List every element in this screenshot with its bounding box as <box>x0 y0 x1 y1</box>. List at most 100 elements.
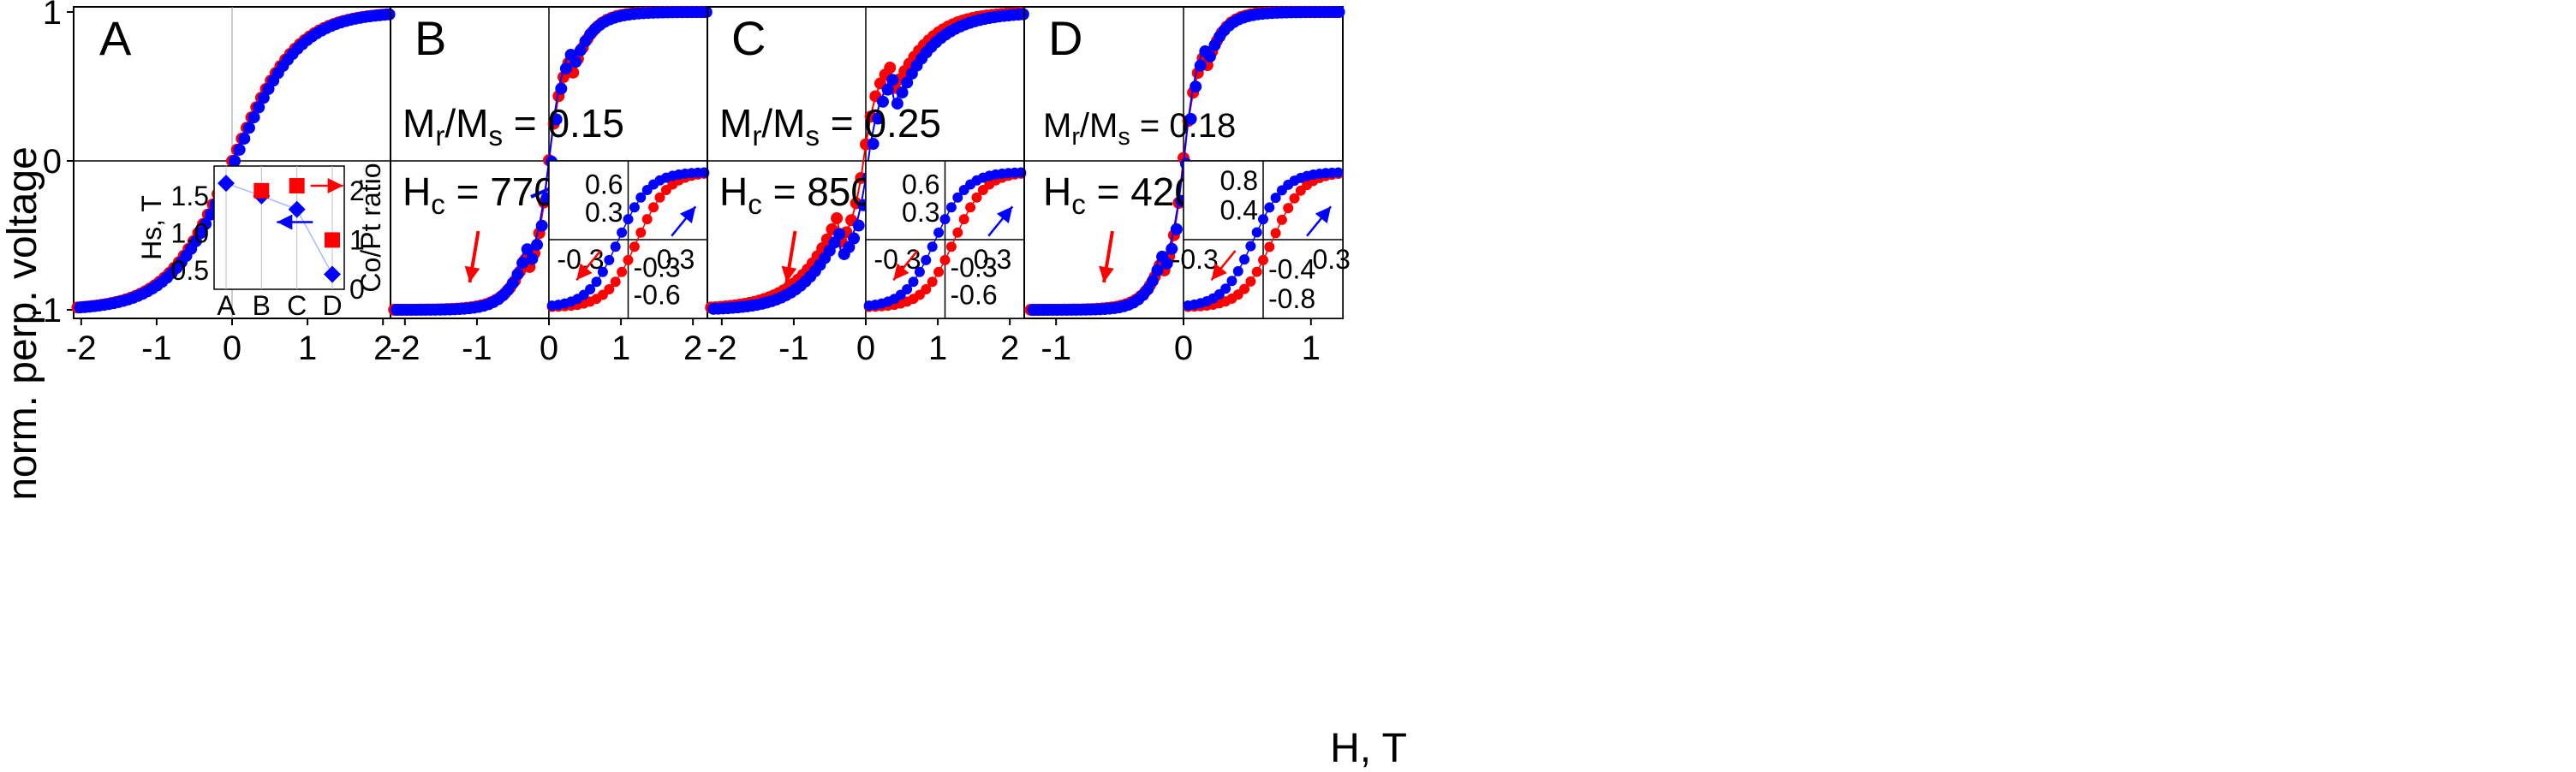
inset-right-axis-arrow <box>310 178 343 194</box>
inset-data-point <box>629 202 640 213</box>
inset-y-tick: -0.3 <box>634 252 681 282</box>
data-point <box>229 155 241 167</box>
inset-x-tick: 0.3 <box>1312 244 1350 275</box>
inset-data-point <box>921 254 932 265</box>
inset-data-point <box>1239 283 1250 294</box>
inset-data-point <box>1289 193 1300 204</box>
data-point <box>876 95 889 108</box>
inset-data-point <box>914 266 925 277</box>
inset-x-tick: -0.3 <box>1172 244 1219 275</box>
inset-A: A B C D 0.5 1.0 1.5 0 1 2 Hs, T Co/Pt ratio <box>136 163 386 321</box>
data-point <box>555 82 568 95</box>
inset-data-point <box>617 227 628 238</box>
inset-data-point <box>933 266 945 277</box>
inset-data-point <box>604 284 615 295</box>
inset-data-point <box>604 254 615 265</box>
inset-data-point <box>1283 203 1294 214</box>
inset-data-point <box>1232 265 1243 276</box>
x-tick-label: 1 <box>298 330 317 367</box>
inset-x-tick: 0.3 <box>657 244 695 275</box>
data-point <box>843 241 856 253</box>
inset-data-point <box>623 254 634 265</box>
inset-data-point <box>1270 193 1281 204</box>
inset-data-point <box>1258 214 1268 225</box>
sweep-down-arrow <box>464 230 480 283</box>
inset-data-point <box>965 202 976 213</box>
inset-data-point <box>927 241 938 252</box>
data-point <box>852 219 865 232</box>
inset-right-label: Co/Pt ratio <box>355 163 386 292</box>
x-tick-label: -1 <box>778 330 809 367</box>
y-tick-label: 1 <box>43 0 62 32</box>
data-point <box>383 8 396 21</box>
inset-data-point <box>635 227 647 238</box>
inset-hs-diamond <box>218 175 235 193</box>
inset-data-point <box>1245 276 1256 287</box>
inset-left-tick: 1.5 <box>171 181 209 211</box>
inset-data-point <box>1264 202 1275 213</box>
data-point <box>1194 59 1207 72</box>
inset-y-tick: -0.8 <box>1268 283 1315 314</box>
data-point <box>700 6 713 19</box>
data-point <box>247 111 260 124</box>
inset-data-point <box>597 266 608 277</box>
data-point <box>1203 50 1216 63</box>
inset-hs-line <box>225 182 333 275</box>
inset-down-arrow <box>1210 250 1237 282</box>
inset-y-tick: 0.3 <box>585 197 623 228</box>
data-point <box>531 238 544 251</box>
data-point <box>833 228 846 241</box>
series-blue <box>707 8 1029 315</box>
data-point <box>1160 257 1173 270</box>
inset-up-arrow <box>987 205 1014 237</box>
x-tick-label: -1 <box>1041 330 1071 367</box>
inset-down-arrow <box>575 250 602 282</box>
inset-up-arrow <box>671 205 697 237</box>
data-point <box>1166 242 1178 255</box>
data-point <box>831 212 844 225</box>
x-tick-label: -1 <box>141 330 172 367</box>
inset-data-point <box>927 276 938 288</box>
inset-down-arrow-head <box>893 263 909 281</box>
inset-data-point <box>610 276 621 288</box>
data-point <box>569 56 582 68</box>
inset-left-tick: 0.5 <box>171 255 209 286</box>
inset-category-label: B <box>253 290 271 321</box>
inset-data-point <box>629 241 640 252</box>
data-point <box>511 268 524 281</box>
data-point <box>1333 6 1345 19</box>
panel-letter: C <box>731 11 766 65</box>
inset-frame <box>213 165 345 290</box>
inset-y-tick: 0.4 <box>1220 195 1258 226</box>
panel-letter: B <box>414 11 446 65</box>
inset-up-arrow-head <box>996 206 1013 223</box>
inset-left-axis-arrow-head <box>277 214 293 230</box>
inset-up-arrow-head <box>1315 206 1332 223</box>
data-point <box>516 257 529 270</box>
series-blue <box>74 8 396 314</box>
inset-B: -0.3 0.30.60.3-0.3-0.6 <box>546 160 710 319</box>
sweep-down-arrow-head <box>1099 265 1114 282</box>
data-point <box>1017 8 1029 21</box>
data-point <box>521 243 534 256</box>
x-tick-label: -1 <box>462 330 492 367</box>
inset-down-arrow-head <box>1211 263 1227 281</box>
data-point <box>1170 223 1183 235</box>
sweep-down-arrow-head <box>464 265 480 282</box>
inset-y-tick: -0.6 <box>634 280 681 311</box>
panel-letter: A <box>99 11 132 65</box>
data-point <box>257 92 270 104</box>
x-tick-label: 1 <box>611 330 630 367</box>
inset-x-tick: 0.3 <box>974 244 1011 275</box>
inset-y-tick: -0.6 <box>951 280 998 311</box>
inset-data-point <box>952 192 963 203</box>
y-tick-label: 0 <box>43 143 62 181</box>
data-point <box>1151 264 1164 276</box>
data-point <box>506 276 519 289</box>
inset-data-point <box>1251 227 1262 238</box>
inset-data-point <box>1239 254 1250 265</box>
data-point <box>1190 80 1202 93</box>
